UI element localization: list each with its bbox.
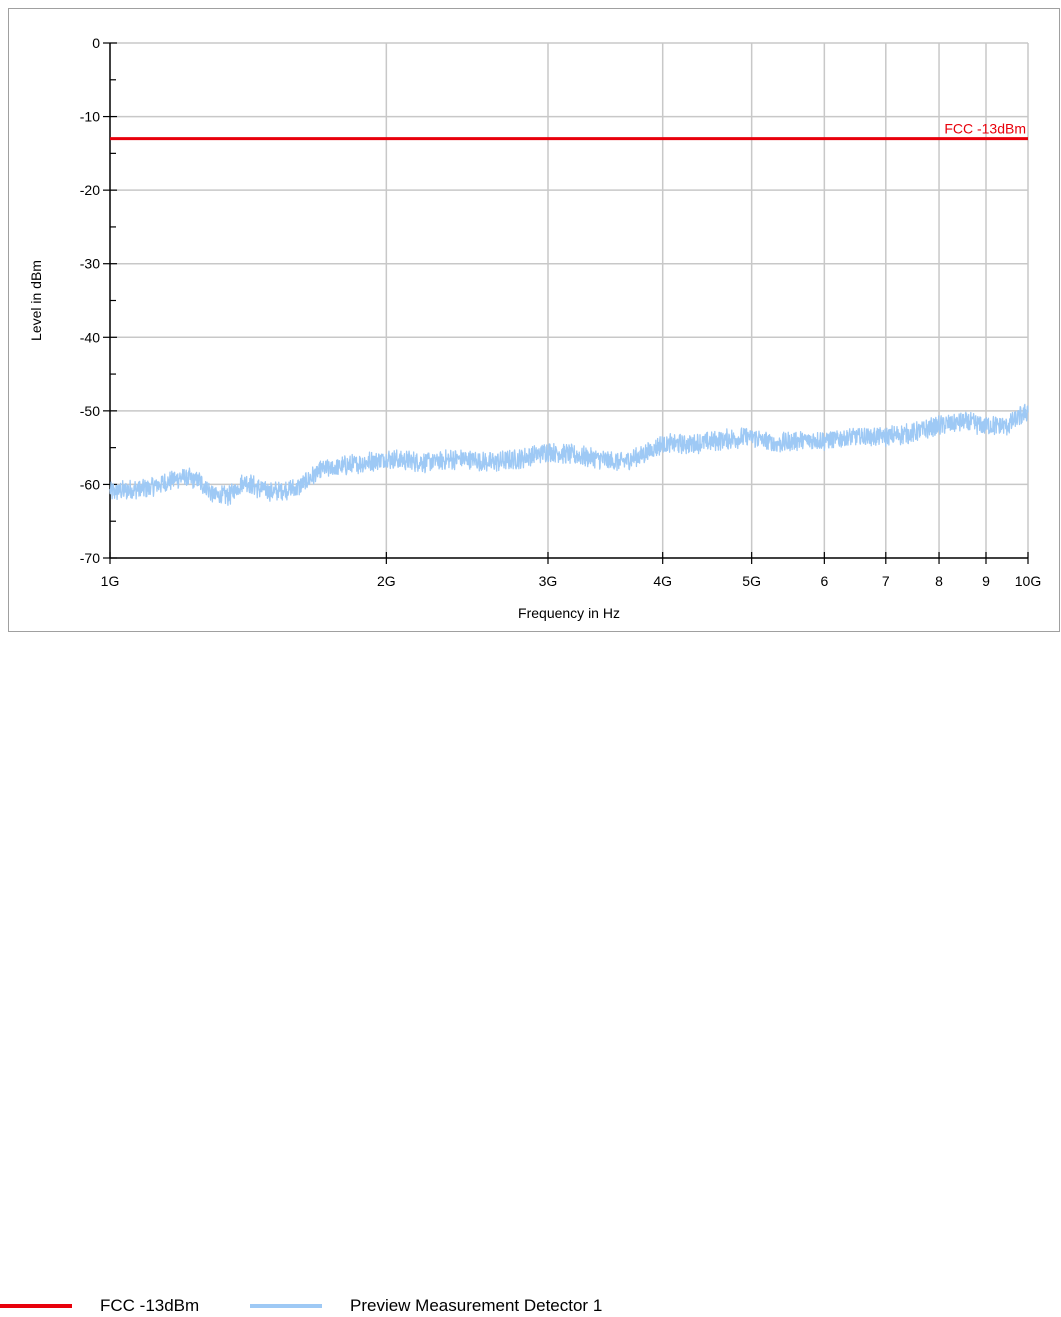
legend-item-fcc: FCC -13dBm bbox=[0, 1295, 199, 1317]
y-tick-label: -60 bbox=[80, 476, 100, 492]
grid-lines bbox=[110, 42, 1029, 558]
axes bbox=[103, 42, 1029, 564]
limit-annotation: FCC -13dBm bbox=[944, 121, 1026, 137]
y-tick-label: -20 bbox=[80, 182, 100, 198]
x-tick-label: 5G bbox=[742, 573, 761, 589]
x-tick-label: 9 bbox=[982, 573, 990, 589]
y-axis-title: Level in dBm bbox=[28, 260, 44, 341]
series-layer: FCC -13dBm bbox=[109, 121, 1029, 506]
legend-swatch-preview bbox=[250, 1304, 322, 1308]
y-tick-label: -30 bbox=[80, 256, 100, 272]
legend-label-preview: Preview Measurement Detector 1 bbox=[350, 1296, 603, 1315]
legend: FCC -13dBm Preview Measurement Detector … bbox=[0, 640, 1061, 1315]
series-line-preview-measurement bbox=[109, 403, 1029, 506]
x-tick-label: 4G bbox=[653, 573, 672, 589]
x-tick-label: 1G bbox=[101, 573, 120, 589]
legend-swatch-fcc bbox=[0, 1304, 72, 1308]
legend-item-preview: Preview Measurement Detector 1 bbox=[250, 1295, 602, 1317]
x-tick-label: 3G bbox=[539, 573, 558, 589]
x-tick-label: 6 bbox=[820, 573, 828, 589]
x-tick-label: 7 bbox=[882, 573, 890, 589]
y-tick-label: 0 bbox=[92, 35, 100, 51]
tick-labels: 1G 2G 3G 4G 5G 6 7 8 9 10G 0 -10 -20 -30 -40 -50 -60 -70 bbox=[80, 35, 1041, 589]
chart-frame bbox=[8, 8, 1060, 632]
x-tick-label: 10G bbox=[1015, 573, 1041, 589]
y-tick-label: -10 bbox=[80, 109, 100, 125]
x-tick-label: 2G bbox=[377, 573, 396, 589]
y-tick-label: -50 bbox=[80, 403, 100, 419]
x-axis-title: Frequency in Hz bbox=[518, 605, 620, 621]
y-tick-label: -70 bbox=[80, 550, 100, 566]
legend-label-fcc: FCC -13dBm bbox=[100, 1296, 200, 1315]
chart-plot: FCC -13dBm 1G 2G 3G 4G 5G 6 7 8 9 10G 0 -10 -20 -30 -4… bbox=[28, 35, 1041, 621]
x-tick-label: 8 bbox=[935, 573, 943, 589]
y-tick-label: -40 bbox=[80, 329, 100, 345]
